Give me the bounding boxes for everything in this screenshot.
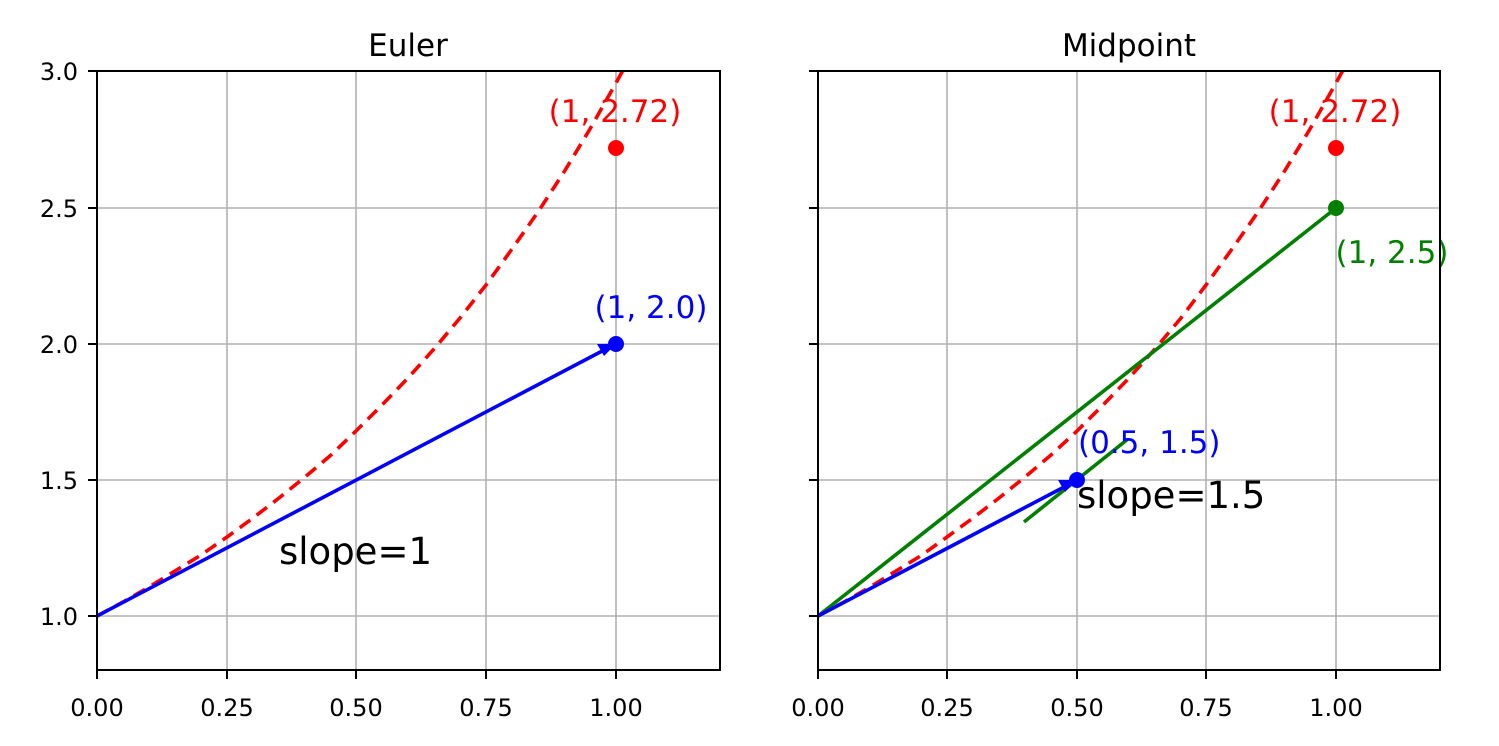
y-tick-label: 2.5 (40, 195, 78, 223)
y-tick-label: 2.0 (40, 331, 78, 359)
x-tick-label: 0.75 (1179, 694, 1232, 722)
slope-label: slope=1.5 (1077, 474, 1265, 517)
axes-frame (817, 70, 1441, 671)
panel-title: Euler (368, 28, 448, 64)
grid-lines (818, 71, 1440, 670)
exact-solution-curve (818, 71, 1345, 618)
y-axis-ticks (88, 70, 97, 617)
x-tick-label: 0.50 (329, 694, 382, 722)
x-tick-label: 0.00 (791, 694, 844, 722)
half-step-arrow (818, 484, 1067, 618)
x-axis-labels: 0.00 0.25 0.50 0.75 1.00 (70, 694, 642, 722)
y-axis-ticks (809, 70, 818, 617)
x-tick-label: 0.00 (70, 694, 123, 722)
half-step-label: (0.5, 1.5) (1078, 425, 1221, 461)
y-axis-labels: 1.0 1.5 2.0 2.5 3.0 (40, 58, 78, 631)
grid-lines (97, 71, 720, 670)
x-tick-label: 1.00 (1309, 694, 1362, 722)
x-tick-label: 0.25 (200, 694, 253, 722)
y-tick-label: 1.5 (40, 467, 78, 495)
x-axis-ticks (96, 670, 617, 679)
euler-point (608, 336, 624, 352)
x-tick-label: 0.75 (459, 694, 512, 722)
euler-step-arrow (97, 347, 607, 618)
euler-panel: (1, 2.72) (1, 2.0) slope=1 0.00 0.25 0.5… (40, 28, 721, 722)
x-tick-label: 0.25 (920, 694, 973, 722)
x-axis-ticks (817, 670, 1337, 679)
y-tick-label: 1.0 (40, 603, 78, 631)
y-tick-label: 3.0 (40, 58, 78, 86)
half-step-point (1069, 472, 1085, 488)
midpoint-step-line (818, 206, 1338, 618)
exact-point-label: (1, 2.72) (549, 94, 682, 130)
axes-frame (96, 70, 721, 671)
exact-solution-curve (97, 71, 625, 618)
exact-point (1328, 140, 1344, 156)
exact-point (608, 140, 624, 156)
x-tick-label: 0.50 (1050, 694, 1103, 722)
exact-point-label: (1, 2.72) (1269, 94, 1402, 130)
midpoint-panel: (1, 2.72) (1, 2.5) (0.5, 1.5) slope=1.5 … (791, 28, 1449, 722)
midpoint-final-point (1328, 200, 1344, 216)
panel-title: Midpoint (1062, 28, 1196, 64)
x-axis-labels: 0.00 0.25 0.50 0.75 1.00 (791, 694, 1362, 722)
final-point-label: (1, 2.5) (1336, 235, 1449, 271)
slope-label: slope=1 (279, 530, 432, 573)
x-tick-label: 1.00 (589, 694, 642, 722)
euler-point-label: (1, 2.0) (595, 290, 708, 326)
